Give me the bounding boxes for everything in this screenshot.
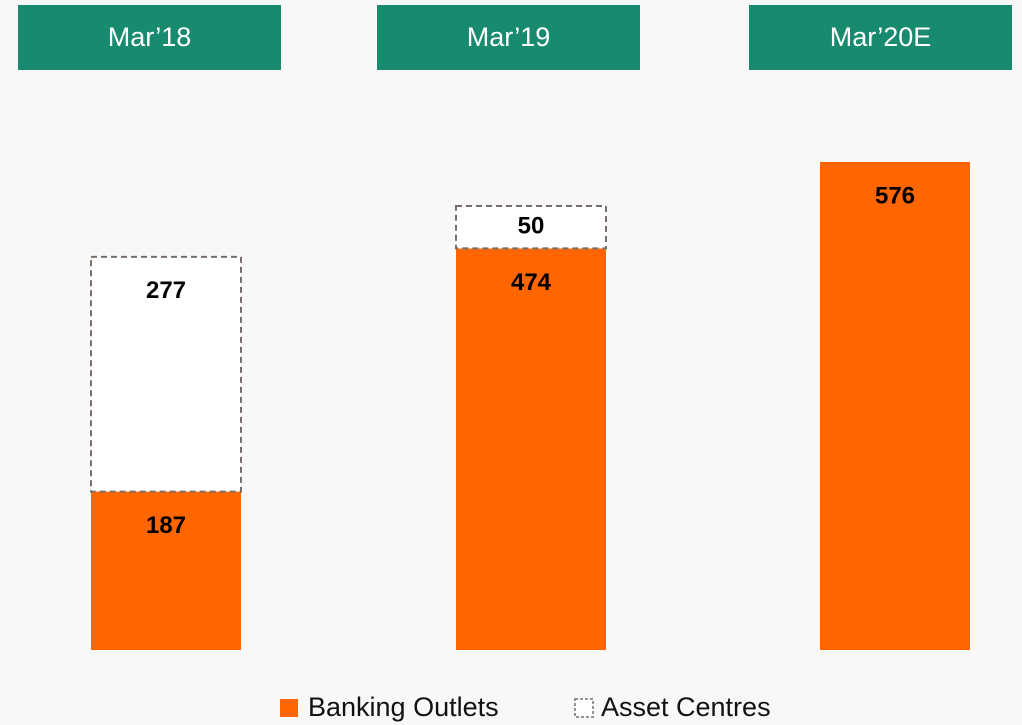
data-label: 50 bbox=[518, 213, 545, 240]
category-header bbox=[18, 5, 281, 70]
category-header bbox=[377, 5, 640, 70]
category-header bbox=[749, 5, 1012, 70]
data-label: 474 bbox=[511, 269, 552, 296]
legend-swatch bbox=[280, 699, 298, 717]
legend-label: Asset Centres bbox=[601, 692, 771, 722]
bar-segment bbox=[820, 162, 970, 650]
data-label: 576 bbox=[875, 182, 915, 209]
bar-segment bbox=[455, 205, 607, 250]
category-label: Mar’18 bbox=[108, 22, 192, 52]
category-label: Mar’19 bbox=[467, 22, 551, 52]
data-label: 187 bbox=[146, 512, 186, 539]
bar-segment bbox=[456, 248, 606, 650]
data-label: 277 bbox=[146, 277, 186, 304]
legend-label: Banking Outlets bbox=[308, 692, 499, 722]
legend-swatch bbox=[574, 698, 594, 718]
bar-segment bbox=[90, 255, 242, 493]
category-label: Mar’20E bbox=[830, 22, 932, 52]
bar-segment bbox=[91, 491, 241, 650]
